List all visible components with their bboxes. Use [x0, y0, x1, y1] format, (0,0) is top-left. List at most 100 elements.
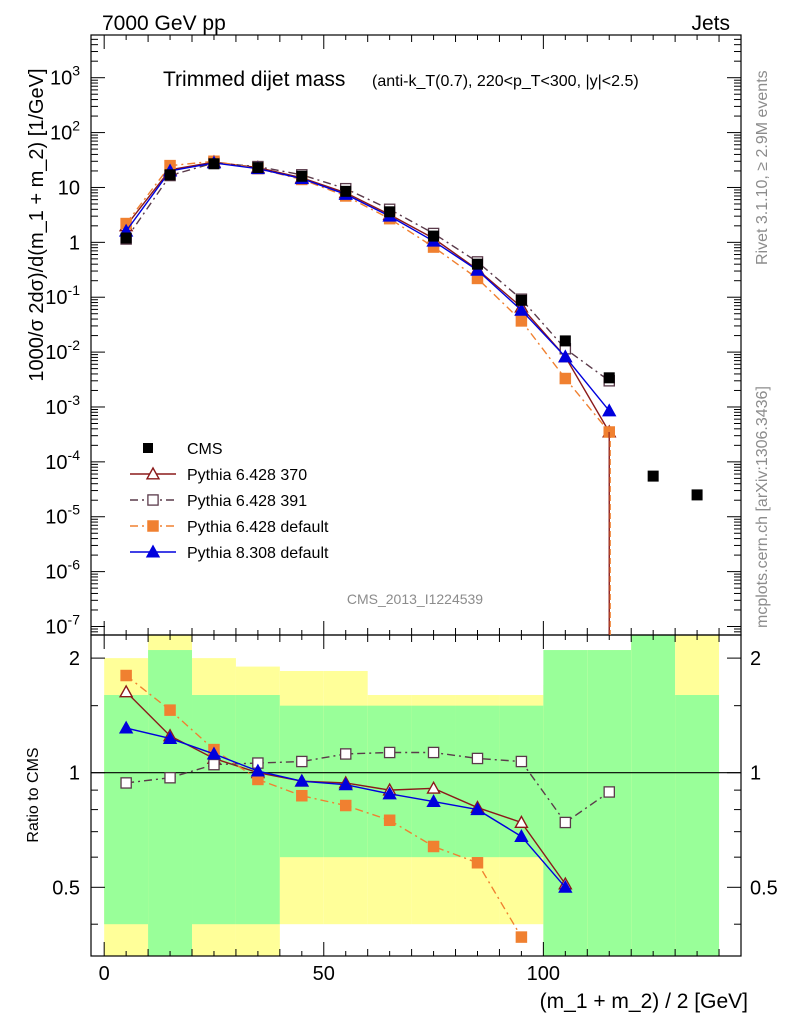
ratio-point: [559, 816, 572, 829]
y-tick-label: 10-2: [45, 337, 80, 364]
ratio-point: [338, 777, 353, 791]
chart-title: Trimmed dijet mass: [163, 68, 345, 91]
ratio-point: [339, 799, 352, 812]
y-axis-label: 1000/σ 2dσ)/d(m_1 + m_2) [1/GeV]: [26, 68, 48, 381]
ratio-point: [470, 802, 485, 816]
cms-point: [164, 169, 176, 181]
cms-point: [603, 372, 615, 384]
y-tick-label: 1: [69, 232, 80, 254]
cms-point: [515, 294, 527, 306]
series-line: [125, 162, 610, 412]
series-line: [125, 162, 610, 382]
chart-subtitle: (anti-k_T(0.7), 220<p_T<300, |y|<2.5): [372, 73, 639, 90]
band-inner: [235, 694, 280, 925]
ratio-point: [164, 704, 176, 716]
ratio-point: [426, 794, 441, 808]
ratio-point: [427, 746, 440, 759]
series-point: [515, 315, 528, 327]
axis-ticks-layer: 0 50 100 10-7 10-6 10-5 10-4 10-3 10-2 10-1 1 10 102…: [45, 34, 778, 985]
energy-label: 7000 GeV pp: [102, 12, 226, 35]
ratio-point: [383, 814, 396, 827]
legend-label: CMS: [187, 441, 223, 458]
legend-label: Pythia 6.428 370: [187, 467, 307, 484]
y-tick-label: 10-6: [45, 557, 80, 584]
band-inner: [148, 650, 193, 956]
analysis-id-label: CMS_2013_I1224539: [347, 591, 483, 607]
ratio-point: [250, 763, 266, 777]
ratio-tick-label-right: 0.5: [750, 877, 778, 899]
ratio-point: [383, 746, 396, 759]
ratio-point: [471, 857, 484, 869]
cms-point: [120, 232, 132, 244]
y-tick-label: 10-7: [45, 611, 80, 638]
x-tick-label: 100: [527, 963, 560, 985]
y-tick-label: 102: [50, 118, 80, 145]
ratio-point: [339, 748, 352, 760]
category-label: Jets: [691, 12, 730, 35]
cms-point: [296, 170, 308, 182]
legend: CMS Pythia 6.428 370 Pythia 6.428 391 Pythi…: [130, 441, 329, 562]
series-line: [125, 160, 610, 433]
legend-label: Pythia 6.428 391: [187, 493, 307, 510]
legend-label: Pythia 6.428 default: [187, 519, 329, 536]
x-tick-label: 0: [99, 963, 110, 985]
ratio-point: [296, 755, 308, 768]
ratio-point: [471, 752, 484, 765]
ratio-tick-label-left: 2: [69, 648, 80, 670]
series-point: [514, 302, 529, 316]
ratio-point: [120, 777, 132, 789]
series-line: [125, 161, 610, 433]
cms-point: [428, 230, 440, 242]
ratio-tick-label-left: 1: [69, 763, 80, 785]
ratio-band-layer: [104, 635, 720, 956]
ratio-point: [515, 931, 528, 943]
series-point: [559, 372, 572, 385]
ratio-point: [514, 815, 529, 828]
ratio-point: [426, 780, 441, 794]
legend-marker: [145, 466, 161, 480]
ratio-point: [382, 786, 397, 800]
ratio-point: [118, 684, 134, 698]
cms-point: [384, 206, 396, 218]
ratio-point: [603, 786, 615, 798]
ratio-y-axis-label: Ratio to CMS: [25, 747, 42, 842]
ratio-panel-frame: [90, 634, 742, 957]
chart-title-main: Trimmed dijet mass: [163, 68, 345, 91]
cms-point: [691, 489, 703, 501]
y-tick-label: 10: [58, 177, 80, 199]
legend-marker: [147, 494, 159, 506]
y-tick-label: 10-1: [45, 282, 80, 309]
y-tick-label: 10-4: [45, 447, 80, 474]
band-inner: [543, 650, 588, 956]
ratio-tick-label-right: 1: [750, 763, 761, 785]
rivet-version-label: Rivet 3.1.10, ≥ 2.9M events: [754, 70, 771, 265]
cms-point: [647, 470, 659, 482]
cms-data-layer: [120, 158, 703, 501]
ratio-tick-label-left: 0.5: [52, 877, 80, 899]
cms-point: [471, 258, 483, 270]
ratio-point: [294, 773, 310, 787]
cms-point: [208, 158, 220, 170]
ratio-point: [206, 746, 222, 760]
ratio-point: [515, 755, 528, 768]
ratio-point: [164, 771, 176, 784]
band-inner: [587, 650, 632, 956]
ratio-point: [558, 879, 573, 893]
y-tick-label: 10-3: [45, 392, 80, 419]
legend-marker: [145, 544, 161, 558]
ratio-tick-label-right: 2: [750, 648, 761, 670]
mcplots-label: mcplots.cern.ch [arXiv:1306.3436]: [754, 386, 771, 628]
cms-point: [559, 335, 571, 347]
ratio-point: [514, 829, 529, 842]
band-inner: [455, 705, 500, 858]
ratio-line: [125, 674, 523, 938]
ratio-point: [162, 731, 178, 744]
ratio-point: [427, 840, 440, 853]
series-point: [558, 349, 573, 363]
band-inner: [192, 694, 236, 925]
series-3: [118, 155, 617, 893]
band-inner: [675, 694, 720, 956]
cms-point: [340, 185, 352, 197]
